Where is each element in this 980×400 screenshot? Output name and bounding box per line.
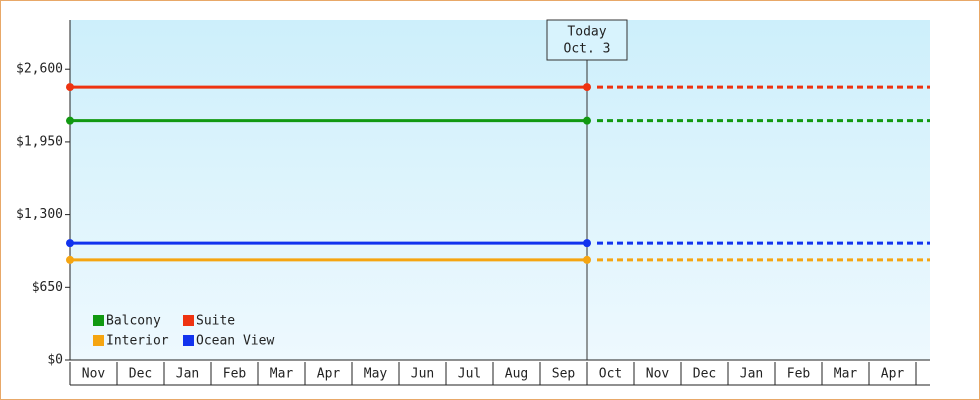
point [66, 83, 74, 92]
y-tick-label: $650 [32, 280, 63, 295]
x-tick-label: Jan [740, 367, 763, 382]
today-box [546, 19, 628, 61]
x-tick-label: Nov [646, 367, 670, 382]
point [583, 116, 591, 125]
x-tick-label: Jan [176, 367, 199, 382]
plot-area [70, 20, 930, 360]
x-tick-label: Oct [599, 367, 622, 382]
y-tick-label: $1,300 [16, 207, 63, 222]
today-label: Today [567, 25, 606, 40]
point [66, 255, 74, 264]
legend-swatch [183, 335, 194, 346]
x-tick-label: Sep [552, 367, 576, 382]
legend-label: Suite [196, 314, 235, 329]
x-tick-label: Feb [223, 367, 247, 382]
point [66, 239, 74, 248]
x-tick-label: May [364, 367, 388, 382]
x-tick-label: Mar [834, 367, 858, 382]
y-tick-label: $1,950 [16, 134, 63, 149]
legend-label: Balcony [106, 314, 161, 329]
x-tick-label: Jul [458, 367, 481, 382]
x-tick-label: Apr [317, 367, 341, 382]
point [583, 255, 591, 264]
x-tick-label: Aug [505, 367, 528, 382]
point [66, 116, 74, 125]
legend-label: Ocean View [196, 334, 274, 349]
point [583, 83, 591, 92]
point [583, 239, 591, 248]
x-tick-label: Feb [787, 367, 811, 382]
x-tick-label: Mar [270, 367, 294, 382]
legend-swatch [93, 335, 104, 346]
today-label: Oct. 3 [564, 42, 611, 57]
x-tick-label: Jun [411, 367, 434, 382]
x-tick-label: Nov [82, 367, 106, 382]
y-tick-label: $0 [47, 353, 63, 368]
legend-swatch [93, 315, 104, 326]
legend-swatch [183, 315, 194, 326]
x-tick-label: Dec [129, 367, 152, 382]
x-tick-label: Apr [881, 367, 905, 382]
legend-label: Interior [106, 334, 169, 349]
x-tick-label: Dec [693, 367, 716, 382]
y-tick-label: $2,600 [16, 62, 63, 77]
